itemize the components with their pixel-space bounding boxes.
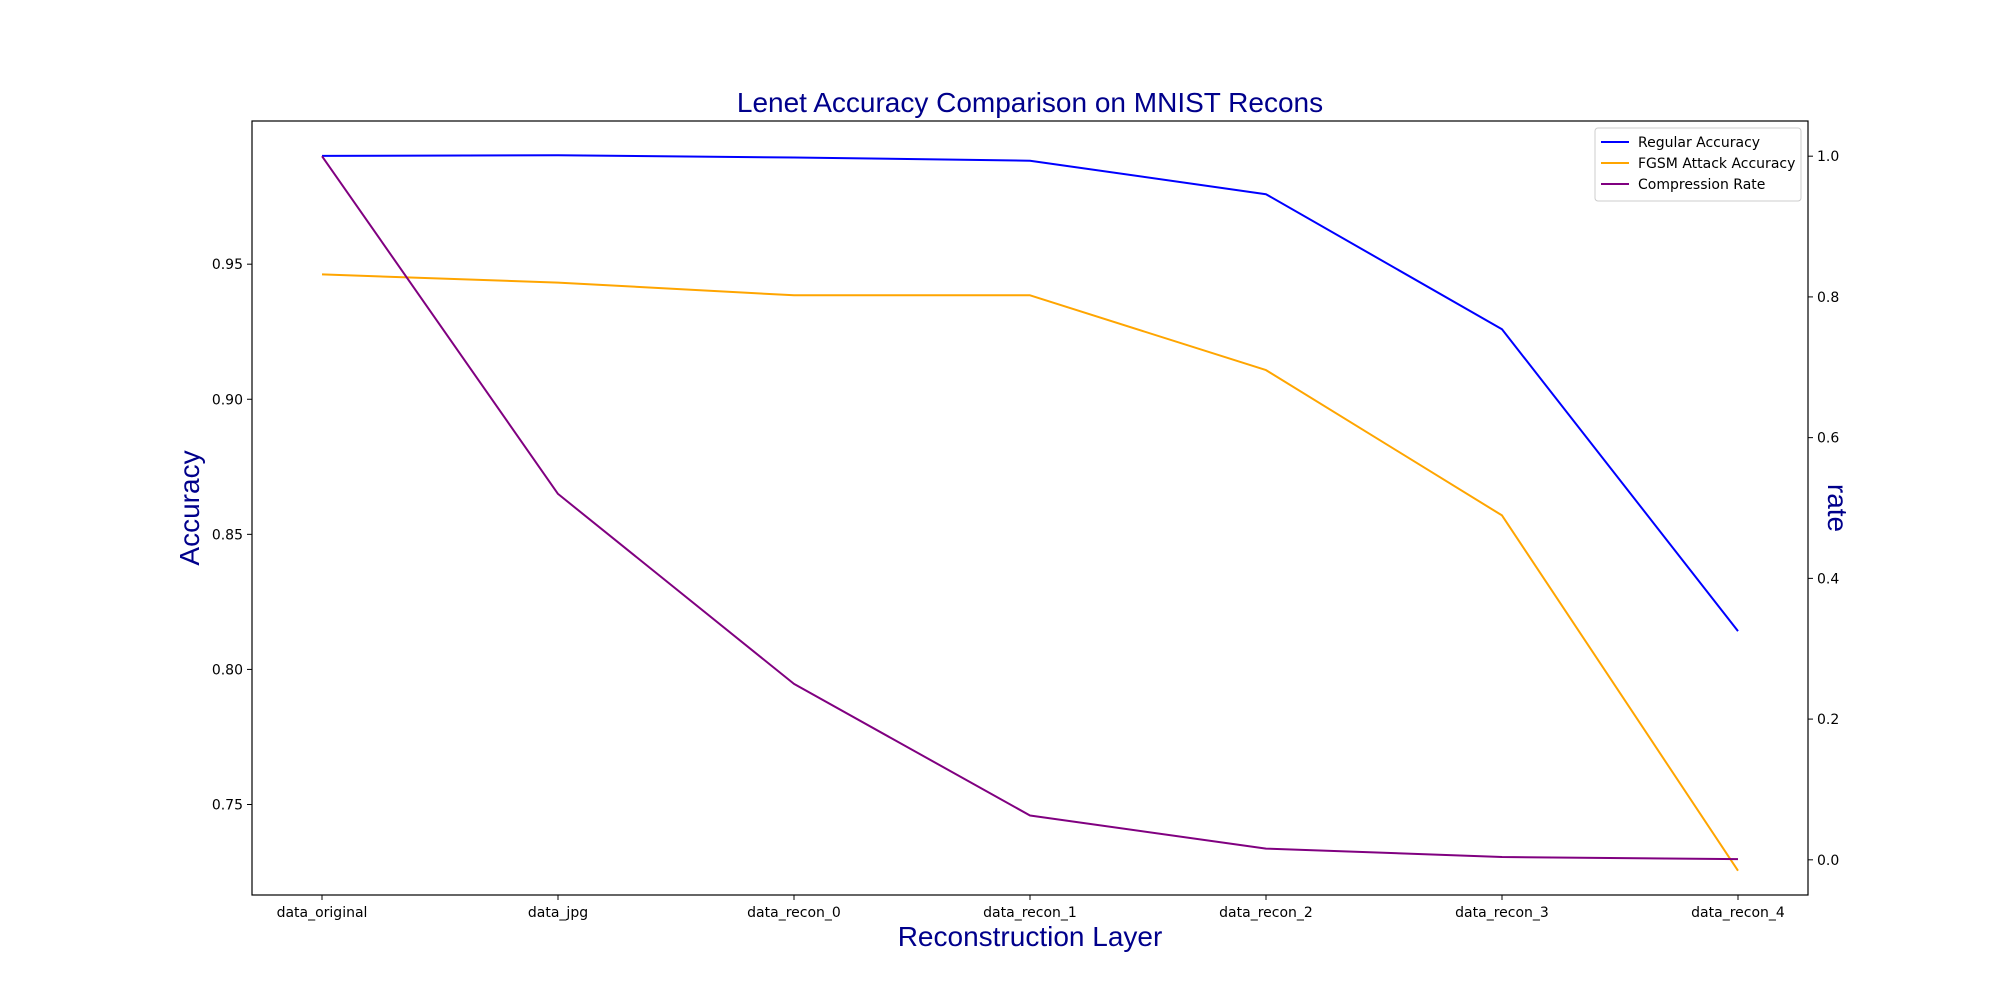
y-left-tick-label: 0.90 (212, 392, 243, 408)
x-tick-label: data_recon_3 (1455, 905, 1549, 921)
series-line-regular-accuracy (321, 154, 1739, 632)
chart-title: Lenet Accuracy Comparison on MNIST Recon… (737, 87, 1323, 118)
y-right-tick-label: 1.0 (1817, 149, 1839, 165)
y-right-tick-label: 0.8 (1817, 290, 1839, 306)
y-axis-right-title: rate (1822, 484, 1853, 532)
legend-label: Compression Rate (1638, 177, 1765, 193)
x-tick-label: data_recon_4 (1691, 905, 1785, 921)
series-line-compression-rate (321, 155, 1739, 861)
y-right-tick-label: 0.0 (1817, 853, 1839, 869)
y-left-tick-label: 0.75 (212, 797, 243, 813)
x-tick-label: data_recon_0 (747, 905, 841, 921)
y-right-tick-label: 0.6 (1817, 431, 1839, 447)
y-left-tick-label: 0.85 (212, 527, 243, 543)
x-axis: data_original data_jpg data_recon_0 data_re… (277, 895, 1785, 921)
legend-box (1594, 127, 1802, 202)
x-axis-title: Reconstruction Layer (898, 921, 1163, 952)
legend-label: FGSM Attack Accuracy (1638, 156, 1795, 172)
y-left-tick-label: 0.95 (212, 257, 243, 273)
legend-label: Regular Accuracy (1638, 135, 1760, 151)
y-axis-left-title: Accuracy (174, 450, 205, 565)
y-right-tick-label: 0.2 (1817, 712, 1839, 728)
legend: Regular Accuracy FGSM Attack Accuracy Comp… (1594, 127, 1802, 202)
x-tick-label: data_recon_1 (983, 905, 1077, 921)
x-tick-label: data_recon_2 (1219, 905, 1313, 921)
y-left-tick-label: 0.80 (212, 662, 243, 678)
x-tick-label: data_jpg (528, 905, 588, 921)
y-right-tick-label: 0.4 (1817, 571, 1839, 587)
x-tick-label: data_original (277, 905, 368, 921)
plot-frame (251, 120, 1809, 896)
series-line-fgsm-attack-accuracy (321, 273, 1739, 872)
y-axis-left: 0.75 0.80 0.85 0.90 0.95 (212, 257, 252, 813)
y-axis-right: 0.0 0.2 0.4 0.6 0.8 1.0 (1808, 149, 1839, 869)
series-layer (321, 154, 1739, 872)
